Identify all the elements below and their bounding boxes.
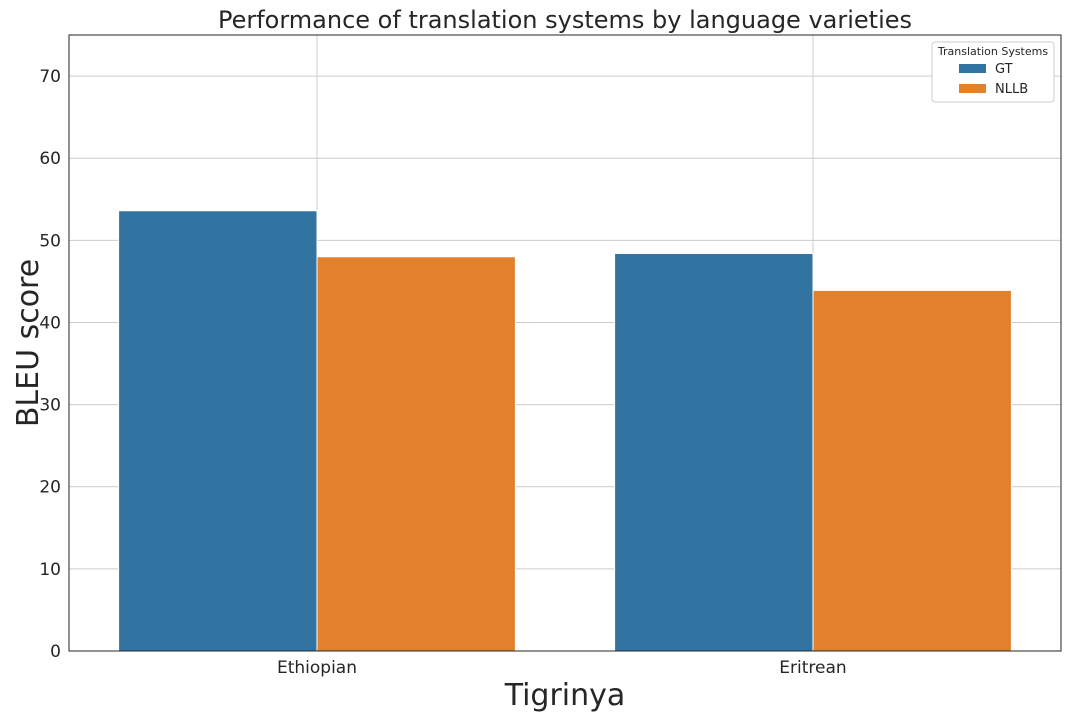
chart-title: Performance of translation systems by la…: [218, 6, 912, 34]
y-tick-label: 20: [39, 478, 61, 498]
bar-gt-ethiopian: [118, 210, 318, 652]
x-tick-label: Ethiopian: [277, 658, 357, 678]
bar-gt-eritrean: [614, 252, 814, 652]
y-tick-label: 50: [39, 231, 61, 251]
y-tick-label: 60: [39, 149, 61, 169]
plot-frame: [68, 34, 1062, 652]
bar-nllb-ethiopian: [316, 256, 516, 652]
y-tick-label: 0: [50, 642, 61, 662]
y-axis-title: BLEU score: [11, 259, 46, 427]
bars-layer: [118, 210, 1012, 652]
ticks-layer: 0 10 20 30 40 50 60 70 Ethiopian Eritrean: [39, 67, 846, 678]
y-tick-label: 10: [39, 560, 61, 580]
legend-swatch-nllb: [959, 84, 986, 93]
x-axis-title: Tigrinya: [504, 678, 626, 713]
legend-swatch-gt: [959, 64, 986, 73]
bar-nllb-eritrean: [812, 289, 1012, 652]
legend-title: Translation Systems: [937, 45, 1048, 58]
legend: Translation Systems GT NLLB: [931, 41, 1055, 103]
y-tick-label: 30: [39, 396, 61, 416]
legend-label-gt: GT: [995, 62, 1013, 77]
x-tick-label: Eritrean: [779, 658, 846, 678]
legend-items: GT NLLB: [959, 62, 1028, 97]
y-tick-label: 70: [39, 67, 61, 87]
legend-label-nllb: NLLB: [995, 82, 1028, 97]
y-tick-label: 40: [39, 313, 61, 333]
